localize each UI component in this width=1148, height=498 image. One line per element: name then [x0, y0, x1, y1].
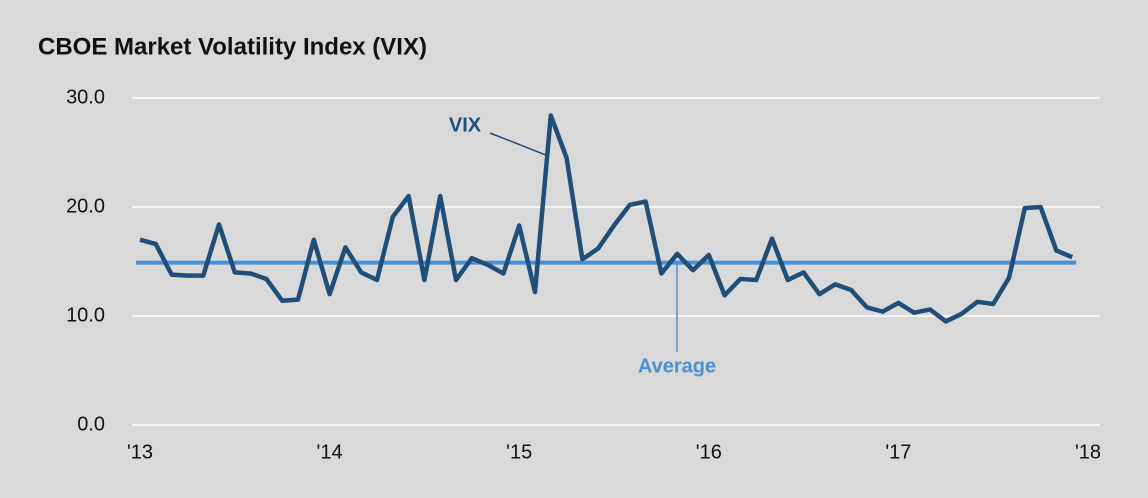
x-tick-label: '15: [506, 441, 532, 463]
x-tick-label: '14: [317, 441, 343, 463]
x-tick-label: '13: [127, 441, 153, 463]
vix-leader: [489, 132, 548, 157]
average-annotation: Average: [638, 355, 716, 377]
x-tick-label: '16: [696, 441, 722, 463]
y-tick-label: 0.0: [77, 413, 105, 435]
x-tick-label: '17: [885, 441, 911, 463]
vix-annotation: VIX: [449, 114, 482, 136]
vix-line: [139, 113, 1074, 324]
y-tick-label: 20.0: [66, 195, 105, 217]
x-tick-label: '18: [1075, 441, 1101, 463]
chart-title: CBOE Market Volatility Index (VIX): [38, 33, 427, 60]
y-tick-label: 10.0: [66, 304, 105, 326]
y-tick-label: 30.0: [66, 86, 105, 108]
